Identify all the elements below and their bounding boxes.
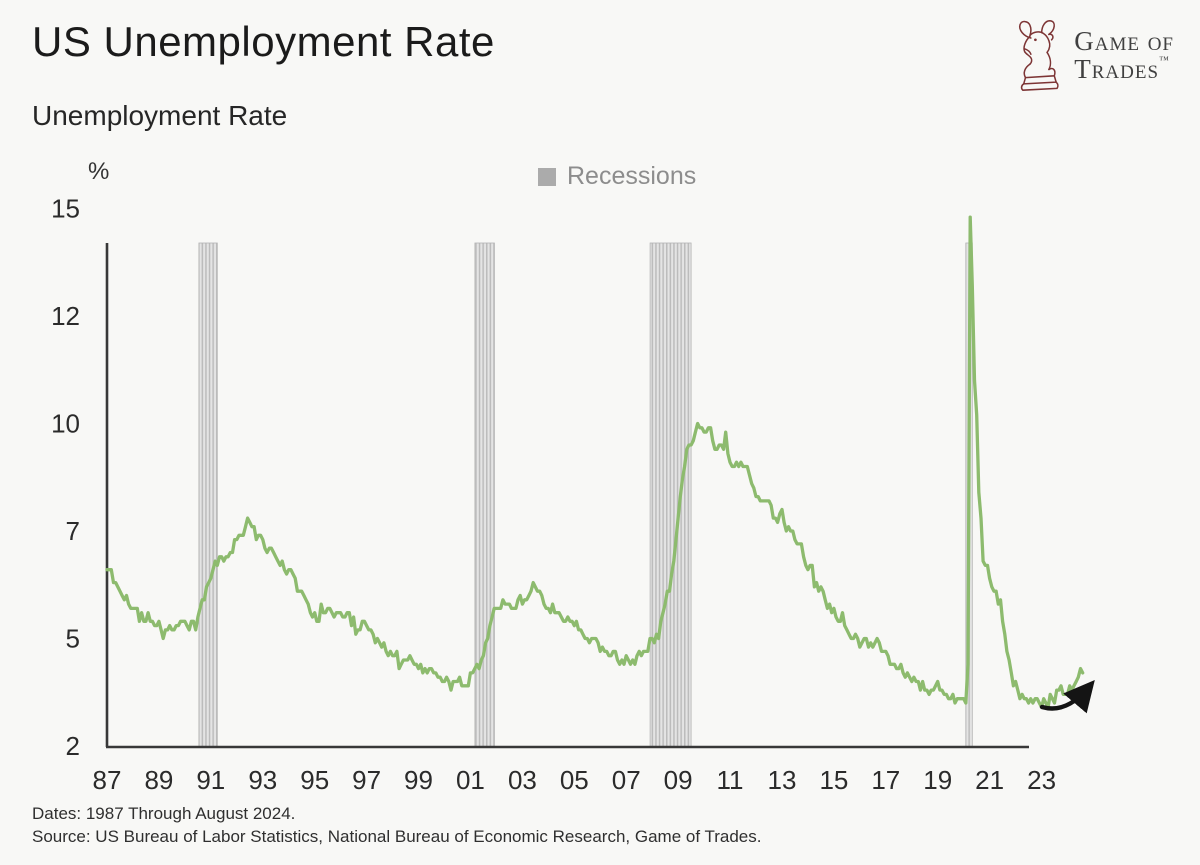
- y-tick-label: 10: [51, 409, 80, 439]
- brand-name-line1: Game of: [1074, 26, 1174, 57]
- x-tick-label: 17: [871, 765, 900, 795]
- x-tick-label: 13: [768, 765, 797, 795]
- trend-arrow-icon: [1039, 679, 1095, 714]
- y-axis-tick-labels: 15 12 10 7 5 2: [51, 194, 80, 762]
- x-tick-label: 89: [144, 765, 173, 795]
- brand-name: Game of Trades™: [1074, 28, 1174, 83]
- page-title: US Unemployment Rate: [32, 18, 495, 65]
- y-tick-label: 15: [51, 194, 80, 224]
- x-tick-label: 95: [300, 765, 329, 795]
- x-tick-label: 87: [93, 765, 122, 795]
- recession-bands: [198, 242, 973, 748]
- x-tick-label: 05: [560, 765, 589, 795]
- recession-band: [474, 242, 495, 748]
- bull-chess-knight-icon: [1019, 20, 1059, 91]
- y-tick-label: 7: [66, 516, 80, 546]
- x-tick-label: 01: [456, 765, 485, 795]
- brand-name-line2: Trades™: [1074, 54, 1169, 84]
- brand-logo: Game of Trades™: [1012, 16, 1174, 96]
- x-tick-label: 93: [248, 765, 277, 795]
- x-tick-label: 97: [352, 765, 381, 795]
- x-tick-label: 23: [1027, 765, 1056, 795]
- unemployment-line: [105, 215, 1085, 709]
- footer: Dates: 1987 Through August 2024. Source:…: [32, 802, 761, 849]
- trademark-mark: ™: [1159, 55, 1169, 66]
- y-tick-label: 12: [51, 301, 80, 331]
- recession-band: [198, 242, 218, 748]
- footer-dates: Dates: 1987 Through August 2024.: [32, 804, 296, 823]
- footer-source: Source: US Bureau of Labor Statistics, N…: [32, 827, 762, 847]
- legend-label: Recessions: [567, 162, 697, 190]
- legend: Recessions: [538, 162, 696, 191]
- recession-band: [649, 242, 692, 748]
- x-tick-label: 15: [819, 765, 848, 795]
- recession-swatch: [538, 167, 556, 186]
- x-tick-label: 07: [612, 765, 641, 795]
- x-tick-label: 09: [664, 765, 693, 795]
- y-axis-unit-label: %: [88, 158, 110, 185]
- y-tick-label: 5: [66, 624, 80, 654]
- x-tick-label: 21: [975, 765, 1004, 795]
- y-tick-label: 2: [66, 731, 80, 761]
- x-tick-label: 03: [508, 765, 537, 795]
- axes: [105, 243, 1029, 749]
- x-tick-label: 19: [923, 765, 952, 795]
- x-axis-tick-labels: 87 89 91 93 95 97 99 01 03 05 07 09 11 13 15 17 19 21 23: [93, 765, 1057, 795]
- x-tick-label: 99: [404, 765, 433, 795]
- x-tick-label: 11: [717, 765, 744, 795]
- x-tick-label: 91: [196, 765, 225, 795]
- chart-subtitle: Unemployment Rate: [32, 100, 288, 131]
